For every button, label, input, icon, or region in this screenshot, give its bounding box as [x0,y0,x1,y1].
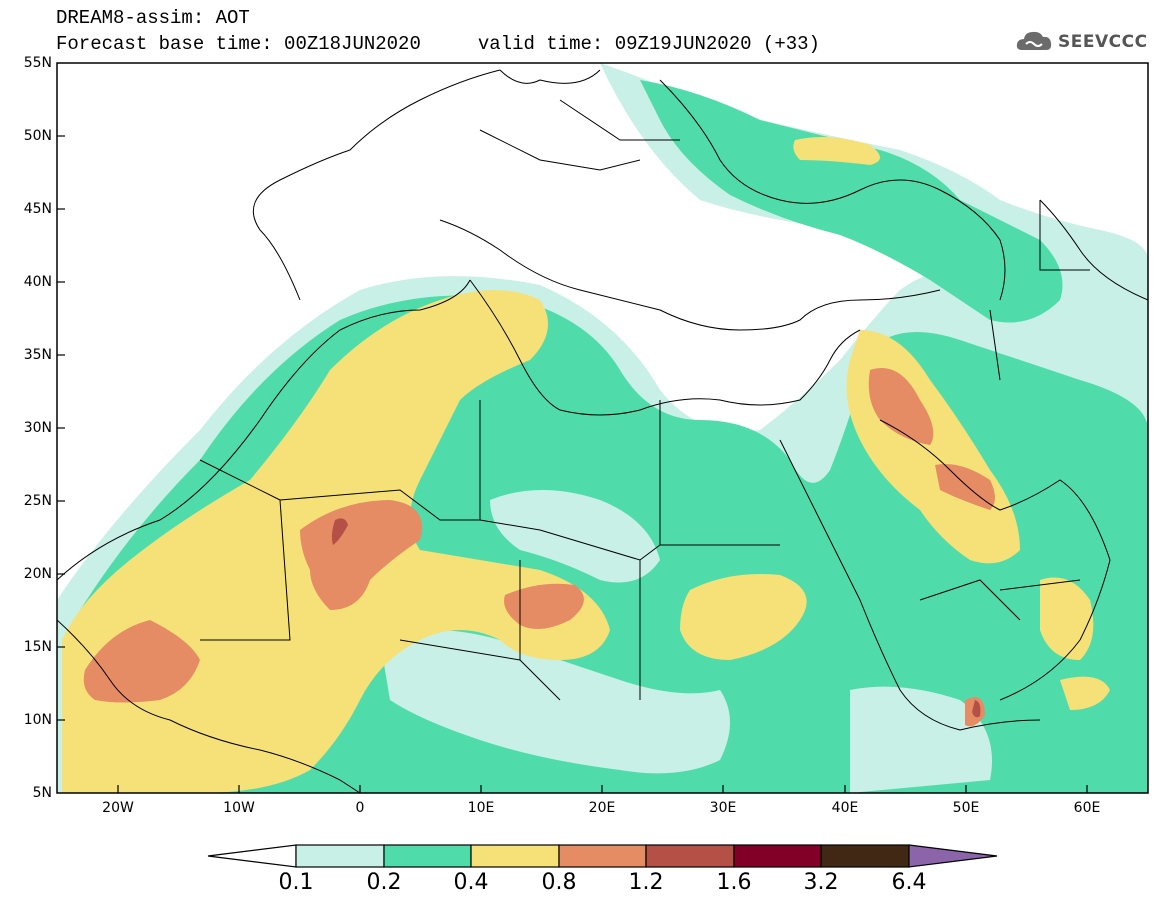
colorbar-label: 1.6 [716,870,752,895]
lon-label: 20E [588,800,616,816]
axis-ticks [57,135,1088,793]
colorbar-bin-3 [470,844,560,868]
map-subtitle: Forecast base time: 00Z18JUN2020 valid t… [56,33,820,55]
map-title: DREAM8-assim: AOT [56,7,250,29]
colorbar-bin-2 [383,844,472,868]
cloud-icon [1016,31,1052,50]
lat-label: 35N [23,347,52,363]
lat-label: 5N [32,785,52,801]
lon-label: 40E [831,800,859,816]
colorbar-label: 0.2 [366,870,402,895]
colorbar-high-arrow [908,844,998,868]
aot-field [57,63,1148,793]
coastlines [57,69,1148,793]
lon-label: 20W [102,800,134,816]
lat-label: 15N [23,639,52,655]
colorbar-label: 0.8 [541,870,577,895]
lon-label: 30E [709,800,737,816]
lon-label: 10E [467,800,495,816]
colorbar-label: 1.2 [628,870,664,895]
lon-label: 60E [1073,800,1101,816]
colorbar-label: 3.2 [803,870,839,895]
colorbar-bin-1 [295,844,385,868]
logo-text: SEEVCCC [1058,32,1148,52]
colorbar-bin-6 [733,844,822,868]
lat-label: 25N [23,493,52,509]
colorbar-bin-4 [558,844,647,868]
lat-label: 20N [23,566,52,582]
lat-label: 45N [23,201,52,217]
lon-label: 50E [952,800,980,816]
lon-label: 10W [223,800,255,816]
lat-label: 50N [23,128,52,144]
colorbar-label: 6.4 [891,870,927,895]
colorbar-bin-5 [645,844,735,868]
colorbar-label: 0.1 [278,870,314,895]
colorbar [207,844,998,868]
colorbar-low-arrow [207,844,297,868]
lat-label: 30N [23,420,52,436]
lat-label: 55N [23,55,52,71]
lat-label: 10N [23,712,52,728]
colorbar-label: 0.4 [453,870,489,895]
lat-label: 40N [23,274,52,290]
lon-label: 0 [355,800,365,816]
colorbar-bin-7 [820,844,910,868]
